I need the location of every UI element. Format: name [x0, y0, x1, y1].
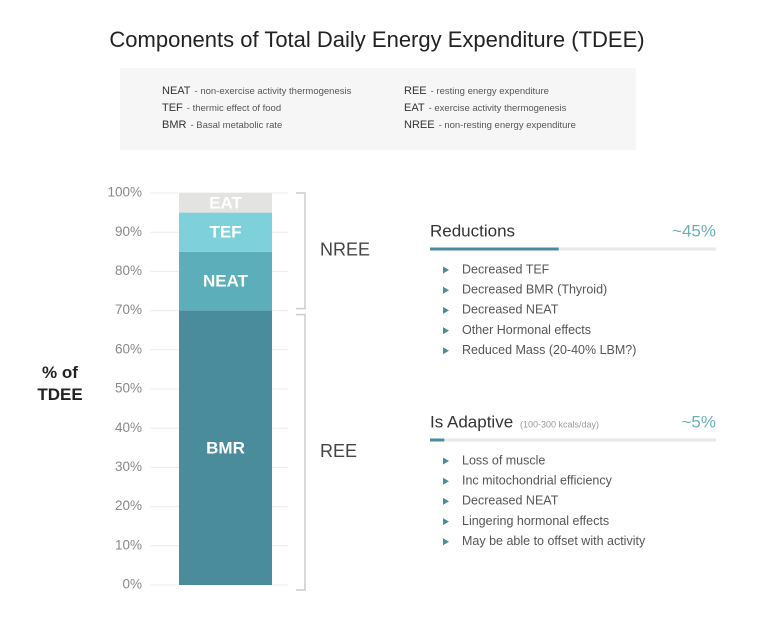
panel-item: Reduced Mass (20-40% LBM?): [462, 343, 636, 357]
bullet: [443, 497, 449, 505]
bullet: [443, 538, 449, 546]
segment-label: EAT: [209, 193, 242, 212]
panel-item: Other Hormonal effects: [462, 323, 591, 337]
bar-segment: [179, 212, 272, 252]
note: NREE - non-resting energy expenditure: [404, 119, 576, 131]
note-text: - exercise activity thermogenesis: [429, 103, 567, 114]
bracket: [296, 192, 306, 310]
panel-item: May be able to offset with activity: [462, 534, 646, 548]
bullet: [443, 266, 449, 274]
notes-box: [120, 68, 636, 150]
y-tick-label: 40%: [115, 420, 142, 435]
y-tick-label: 100%: [107, 185, 142, 200]
note-abbr: TEF: [162, 102, 183, 114]
y-tick-label: 10%: [115, 537, 142, 552]
note-text: - Basal metabolic rate: [190, 120, 282, 131]
y-tick-label: 50%: [115, 381, 142, 396]
note: EAT - exercise activity thermogenesis: [404, 102, 567, 114]
panel-item: Decreased BMR (Thyroid): [462, 282, 607, 296]
y-tick-label: 20%: [115, 498, 142, 513]
bullet: [443, 477, 449, 485]
bar-segment: [179, 310, 272, 585]
y-tick-label: 80%: [115, 263, 142, 278]
segment-label: NEAT: [203, 272, 249, 291]
note-text: - non-exercise activity thermogenesis: [195, 86, 352, 97]
bullet: [443, 286, 449, 294]
panel-value: ~5%: [682, 412, 717, 431]
y-axis-label: % of TDEE: [37, 363, 83, 404]
panel-item: Decreased NEAT: [462, 494, 559, 508]
bracket-label: NREE: [320, 240, 370, 260]
panel-subtitle: (100-300 kcals/day): [520, 419, 599, 429]
y-tick-label: 0%: [122, 577, 142, 592]
y-tick-label: 30%: [115, 459, 142, 474]
note-abbr: NREE: [404, 119, 435, 131]
bullet: [443, 306, 449, 314]
bullet: [443, 518, 449, 526]
note-abbr: REE: [404, 85, 427, 97]
note-text: - thermic effect of food: [187, 103, 281, 114]
note: NEAT - non-exercise activity thermogenesi…: [162, 85, 352, 97]
note: REE - resting energy expenditure: [404, 85, 549, 97]
note-abbr: EAT: [404, 102, 425, 114]
bracket-label: REE: [320, 441, 357, 461]
bar-segment: [179, 193, 272, 213]
panel-value: ~45%: [672, 221, 716, 240]
panel-title: Reductions: [430, 221, 515, 240]
bullet: [443, 347, 449, 355]
segment-label: BMR: [206, 438, 245, 457]
y-tick-label: 70%: [115, 302, 142, 317]
panel-title: Is Adaptive: [430, 412, 513, 431]
bracket: [296, 313, 306, 591]
panel-item: Inc mitochondrial efficiency: [462, 473, 613, 487]
note: TEF - thermic effect of food: [162, 102, 281, 114]
note-text: - non-resting energy expenditure: [439, 120, 576, 131]
segment-label: TEF: [209, 223, 241, 242]
note: BMR - Basal metabolic rate: [162, 119, 282, 131]
chart-title: Components of Total Daily Energy Expendi…: [109, 27, 644, 52]
panel-item: Lingering hormonal effects: [462, 514, 609, 528]
bullet: [443, 327, 449, 335]
y-tick-label: 90%: [115, 224, 142, 239]
panel-item: Decreased NEAT: [462, 303, 559, 317]
bar-segment: [179, 251, 272, 311]
panel-item: Decreased TEF: [462, 262, 550, 276]
bullet: [443, 457, 449, 465]
y-tick-label: 60%: [115, 341, 142, 356]
note-abbr: NEAT: [162, 85, 191, 97]
note-abbr: BMR: [162, 119, 187, 131]
panel-item: Loss of muscle: [462, 453, 545, 467]
note-text: - resting energy expenditure: [431, 86, 549, 97]
